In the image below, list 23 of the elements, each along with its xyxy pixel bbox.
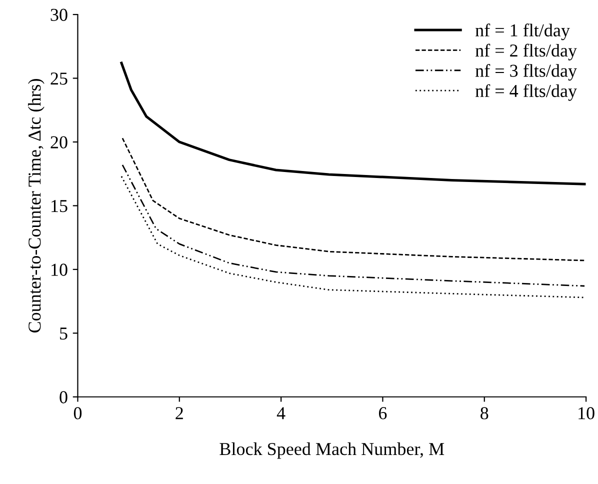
- x-tick-label: 2: [176, 407, 183, 420]
- x-tick-label: 0: [74, 407, 82, 420]
- y-tick-label: 15: [52, 200, 68, 212]
- y-tick-label: 30: [50, 8, 68, 21]
- x-tick-label: 8: [480, 407, 488, 420]
- y-tick-label: 0: [60, 391, 68, 404]
- x-tick-label: 4: [276, 407, 286, 420]
- y-tick-label: 5: [60, 328, 68, 340]
- legend-label: nf = 1 flt/day: [475, 24, 570, 40]
- legend-label: nf = 3 flts/day: [475, 64, 577, 81]
- line-series: [120, 176, 586, 298]
- line-series: [120, 62, 586, 186]
- legend-label: nf = 2 flts/day: [475, 44, 577, 60]
- y-axis-title: Counter-to-Counter Time, Δtc (hrs): [28, 78, 44, 332]
- line-series: [122, 164, 586, 287]
- x-tick-label: 10: [578, 407, 594, 420]
- x-tick-label: 6: [378, 407, 387, 420]
- line-series: [122, 137, 586, 262]
- y-tick-label: 10: [52, 264, 68, 276]
- y-tick-label: 25: [50, 72, 68, 85]
- x-axis-title: Block Speed Mach Number, M: [220, 442, 444, 459]
- y-tick-label: 20: [50, 136, 68, 148]
- legend-label: nf = 4 flts/day: [475, 84, 577, 101]
